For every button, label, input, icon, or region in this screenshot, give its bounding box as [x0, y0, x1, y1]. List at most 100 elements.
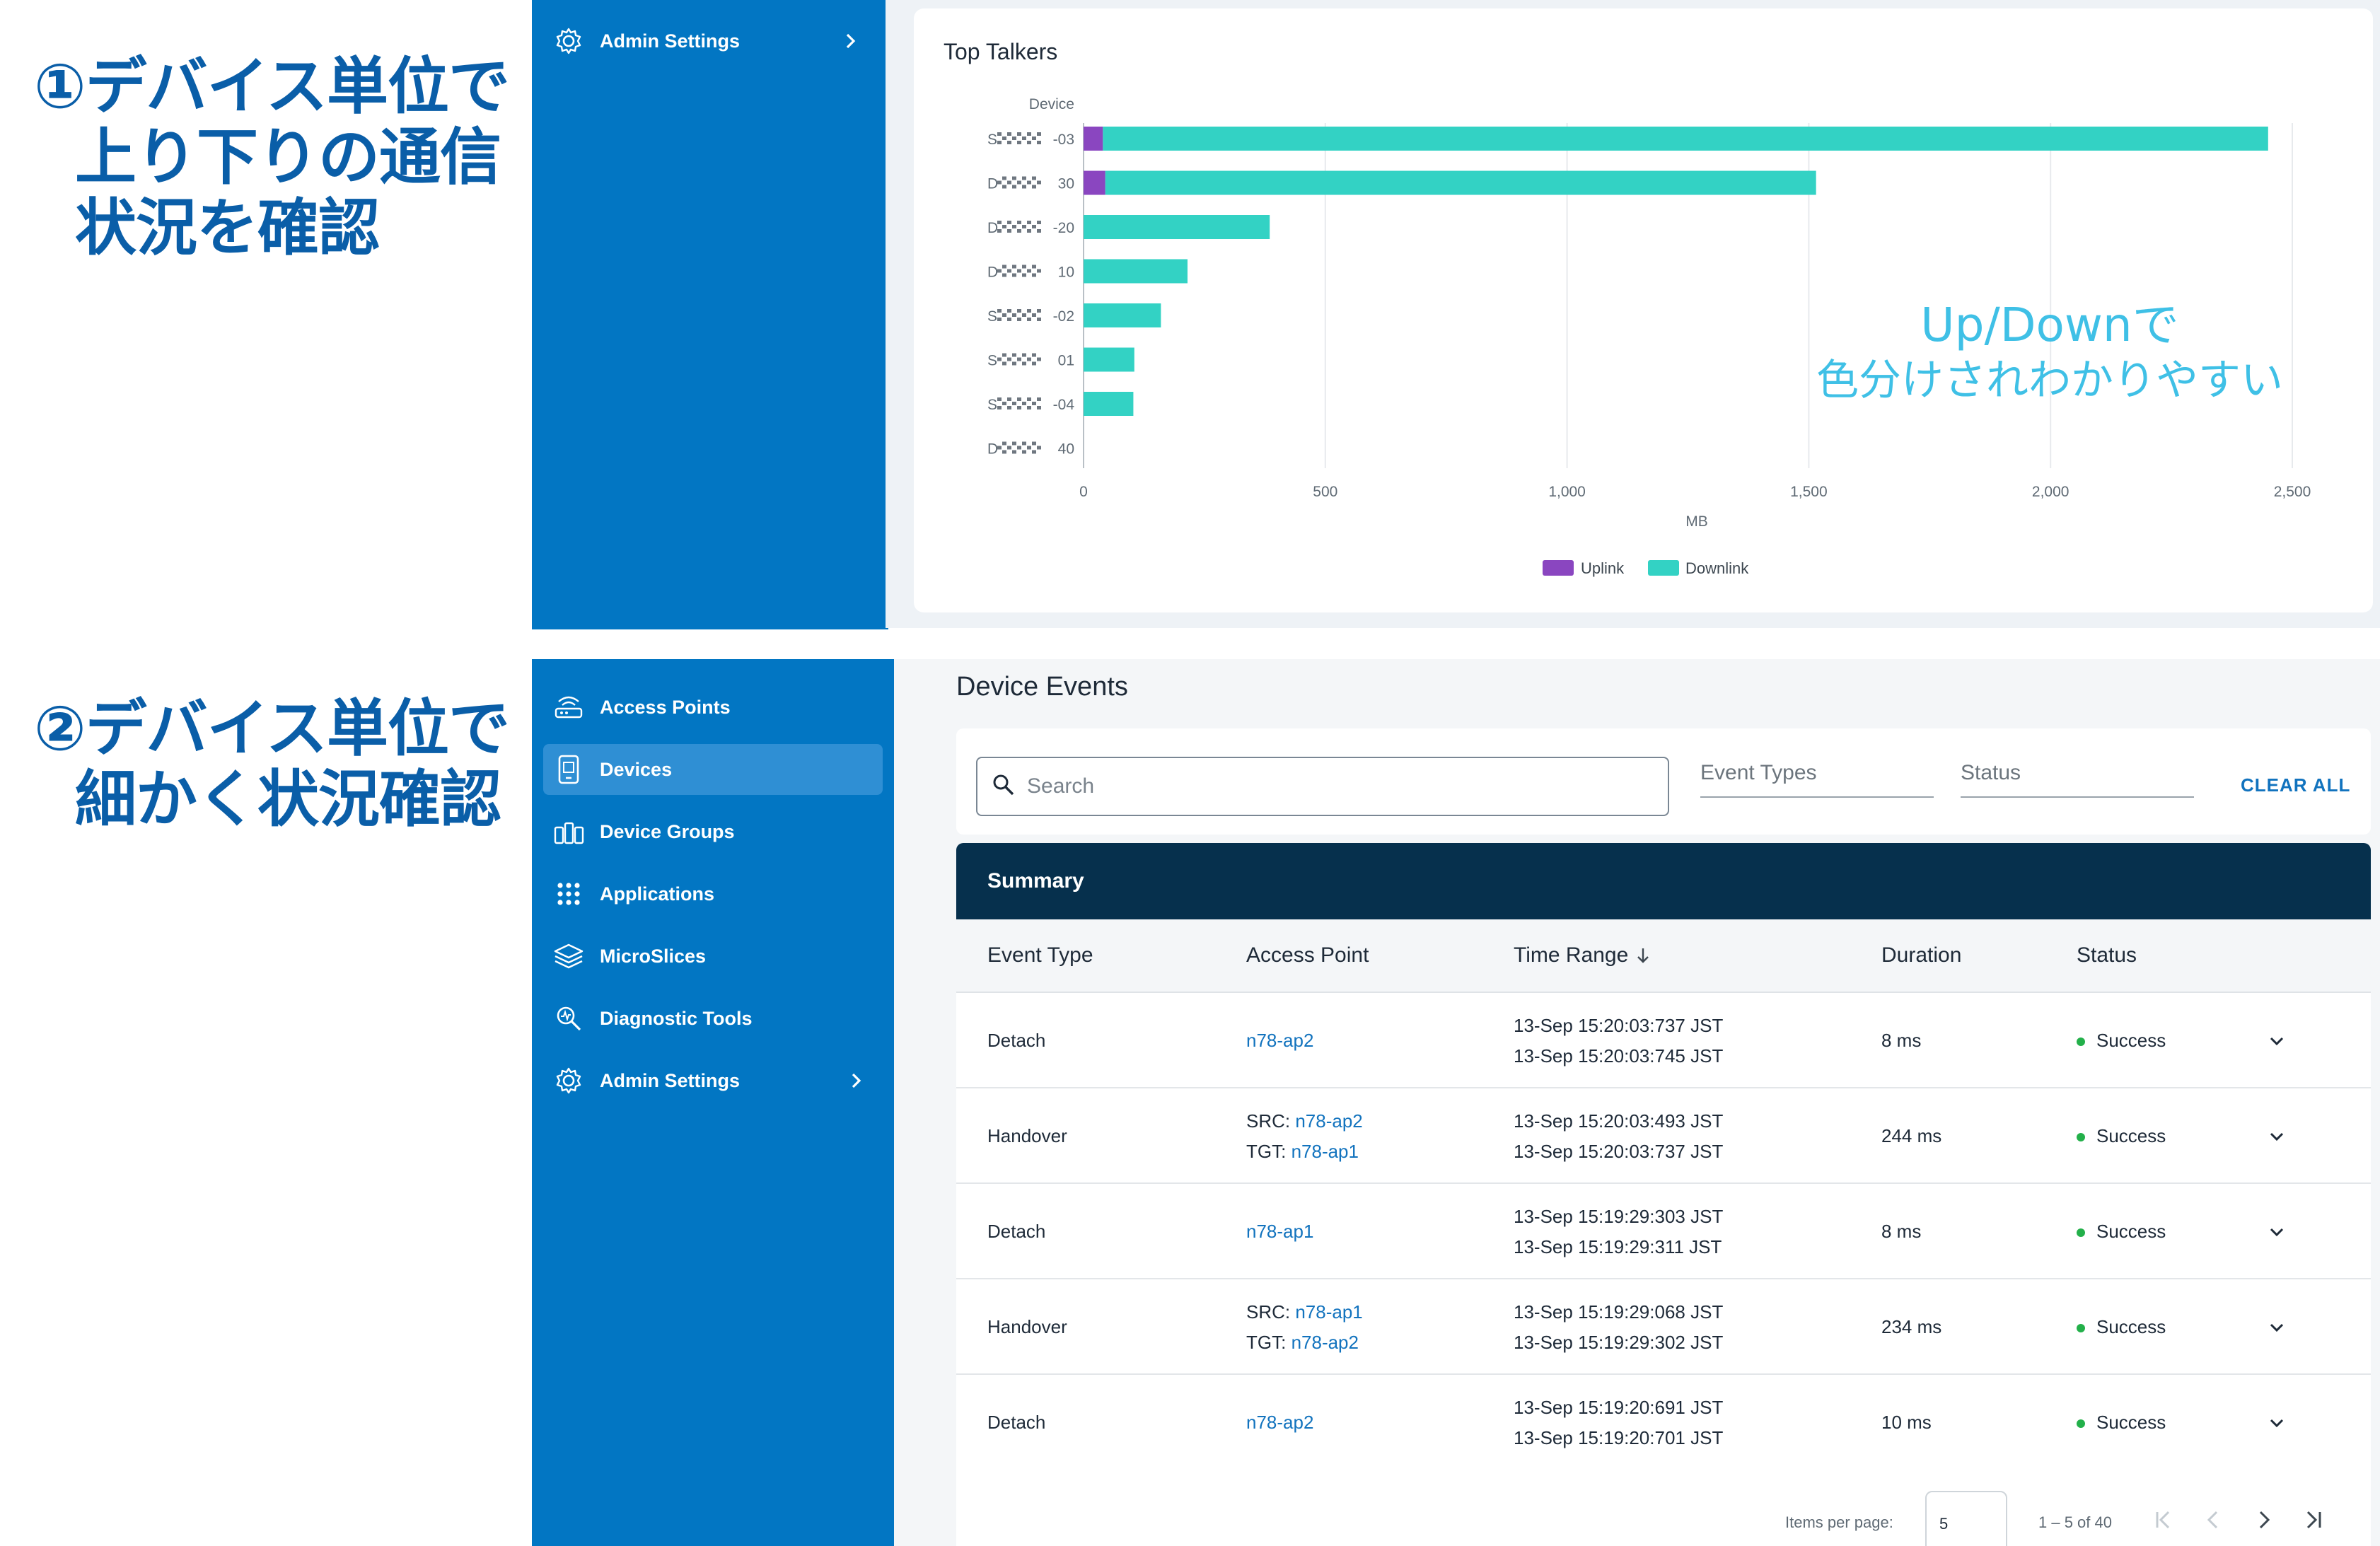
- top-talkers-card: Top Talkers Device S -03 D 30 D -20 D 10 S -02 S 01…: [914, 8, 2373, 612]
- redacted-pixel: [1002, 450, 1006, 454]
- status-text: Success: [2096, 1125, 2166, 1146]
- redacted-pixel: [1027, 269, 1031, 273]
- sidebar-item-device-groups[interactable]: Device Groups: [532, 806, 894, 857]
- access-point-link[interactable]: n78-ap2: [1295, 1110, 1363, 1132]
- access-point-cell-line: TGT: n78-ap1: [1246, 1141, 1363, 1163]
- items-per-page-select[interactable]: 5: [1925, 1491, 2007, 1546]
- sidebar-item-applications[interactable]: Applications: [532, 868, 894, 919]
- sidebar-item-access-points[interactable]: Access Points: [532, 682, 894, 733]
- redacted-pixel: [997, 141, 1002, 144]
- annotation-line: ②デバイス単位で: [34, 692, 510, 765]
- bar-downlink[interactable]: [1105, 170, 1816, 195]
- access-point-link[interactable]: n78-ap2: [1246, 1030, 1314, 1051]
- column-header-access-point[interactable]: Access Point: [1246, 943, 1369, 967]
- search-box[interactable]: [976, 757, 1669, 816]
- bar-downlink[interactable]: [1103, 127, 2268, 151]
- chart-title: Top Talkers: [944, 39, 1057, 64]
- column-header-event-type[interactable]: Event Type: [987, 943, 1093, 967]
- status-select[interactable]: Status: [1961, 755, 2194, 798]
- bar-uplink[interactable]: [1084, 170, 1105, 195]
- redacted-pixel: [997, 397, 1002, 401]
- sidebar-item-microslices[interactable]: MicroSlices: [532, 931, 894, 982]
- next-page-icon[interactable]: [2252, 1508, 2276, 1536]
- expand-chevron-icon[interactable]: [2266, 1126, 2287, 1147]
- sidebar-item-label: Admin Settings: [600, 1069, 741, 1091]
- legend-label-downlink[interactable]: Downlink: [1685, 559, 1749, 577]
- access-point-link[interactable]: n78-ap2: [1246, 1412, 1314, 1433]
- redacted-pixel: [997, 357, 1002, 361]
- overlay-note-line: 色分けされわかりやすい: [1816, 356, 2283, 405]
- table-row[interactable]: Handover SRC: n78-ap2 TGT: n78-ap1 13-Sep 1…: [956, 1088, 2371, 1184]
- y-tick-label: S -02: [987, 308, 1074, 325]
- redacted-pixel: [1022, 402, 1026, 405]
- redacted-pixel: [1027, 309, 1031, 313]
- y-tick-prefix: S: [987, 397, 997, 413]
- expand-chevron-icon[interactable]: [2266, 1221, 2287, 1243]
- bar-downlink[interactable]: [1084, 347, 1134, 372]
- redacted-pixel: [1002, 273, 1006, 277]
- table-row[interactable]: Detach n78-ap1 13-Sep 15:19:29:303 JST 13-S…: [956, 1184, 2371, 1279]
- access-point-link[interactable]: n78-ap2: [1291, 1331, 1359, 1353]
- sidebar-item-diagnostic-tools[interactable]: Diagnostic Tools: [532, 993, 894, 1044]
- status-dot: [2077, 1038, 2085, 1047]
- x-tick-label: 500: [1313, 484, 1337, 500]
- legend-swatch-downlink[interactable]: [1648, 560, 1679, 576]
- search-input[interactable]: [1027, 774, 1635, 798]
- redacted-pixel: [997, 221, 1002, 224]
- sidebar-item-label: Device Groups: [600, 820, 735, 842]
- sidebar-item-admin-settings[interactable]: Admin Settings: [532, 1055, 894, 1106]
- redacted-pixel: [1017, 221, 1021, 224]
- table-row[interactable]: Handover SRC: n78-ap1 TGT: n78-ap2 13-Sep 1…: [956, 1279, 2371, 1375]
- expand-chevron-icon[interactable]: [2266, 1412, 2287, 1434]
- status-text: Success: [2096, 1412, 2166, 1433]
- time-end-cell: 13-Sep 15:19:20:701 JST: [1514, 1426, 1724, 1448]
- access-point-role: SRC:: [1246, 1301, 1296, 1323]
- redacted-pixel: [1027, 357, 1031, 361]
- clear-all-button[interactable]: CLEAR ALL: [2241, 774, 2351, 796]
- access-point-link[interactable]: n78-ap1: [1295, 1301, 1363, 1323]
- column-header-status[interactable]: Status: [2077, 943, 2137, 967]
- status-label: Status: [1961, 761, 2021, 784]
- bar-downlink[interactable]: [1084, 392, 1134, 416]
- summary-bar: Summary: [956, 843, 2371, 919]
- legend-label-uplink[interactable]: Uplink: [1581, 559, 1625, 577]
- access-point-cell-line: n78-ap2: [1246, 1412, 1313, 1434]
- expand-chevron-icon[interactable]: [2266, 1317, 2287, 1338]
- redacted-pixel: [1002, 225, 1006, 228]
- sidebar-item-admin-settings[interactable]: Admin Settings: [532, 16, 888, 66]
- expand-chevron-icon[interactable]: [2266, 1030, 2287, 1052]
- access-point-link[interactable]: n78-ap1: [1291, 1140, 1359, 1162]
- x-tick-label: 0: [1079, 484, 1088, 500]
- layers-icon: [553, 941, 584, 972]
- bar-downlink[interactable]: [1084, 259, 1188, 284]
- redacted-pixel: [1022, 441, 1026, 446]
- access-point-icon: [553, 692, 584, 723]
- bar-uplink[interactable]: [1084, 127, 1103, 151]
- event-types-select[interactable]: Event Types: [1700, 755, 1934, 798]
- bar-downlink[interactable]: [1084, 303, 1161, 327]
- first-page-icon[interactable]: [2152, 1508, 2176, 1536]
- legend-swatch-uplink[interactable]: [1543, 560, 1574, 576]
- y-tick-label: S -03: [987, 132, 1074, 148]
- redacted-pixel: [997, 269, 1002, 273]
- device-icon: [553, 754, 584, 785]
- column-header-time-range[interactable]: Time Range: [1514, 943, 1651, 967]
- table-row[interactable]: Detach n78-ap2 13-Sep 15:19:20:691 JST 13-S…: [956, 1375, 2371, 1470]
- redacted-pixel: [1012, 185, 1016, 189]
- redacted-pixel: [1017, 406, 1021, 409]
- redacted-pixel: [1027, 229, 1031, 233]
- last-page-icon[interactable]: [2301, 1508, 2326, 1536]
- access-point-link[interactable]: n78-ap1: [1246, 1221, 1314, 1242]
- time-end-cell: 13-Sep 15:20:03:745 JST: [1514, 1045, 1724, 1066]
- redacted-pixel: [1002, 361, 1006, 366]
- bar-downlink[interactable]: [1084, 215, 1270, 239]
- previous-page-icon[interactable]: [2201, 1508, 2225, 1536]
- table-row[interactable]: Detach n78-ap2 13-Sep 15:20:03:737 JST 13-S…: [956, 993, 2371, 1088]
- redacted-pixel: [1017, 229, 1021, 233]
- column-header-duration[interactable]: Duration: [1881, 943, 1962, 967]
- duration-cell: 10 ms: [1881, 1412, 1932, 1433]
- redacted-pixel: [1007, 221, 1011, 224]
- sidebar-item-devices[interactable]: Devices: [532, 744, 894, 795]
- y-tick-prefix: S: [987, 308, 997, 325]
- redacted-pixel: [997, 318, 1002, 321]
